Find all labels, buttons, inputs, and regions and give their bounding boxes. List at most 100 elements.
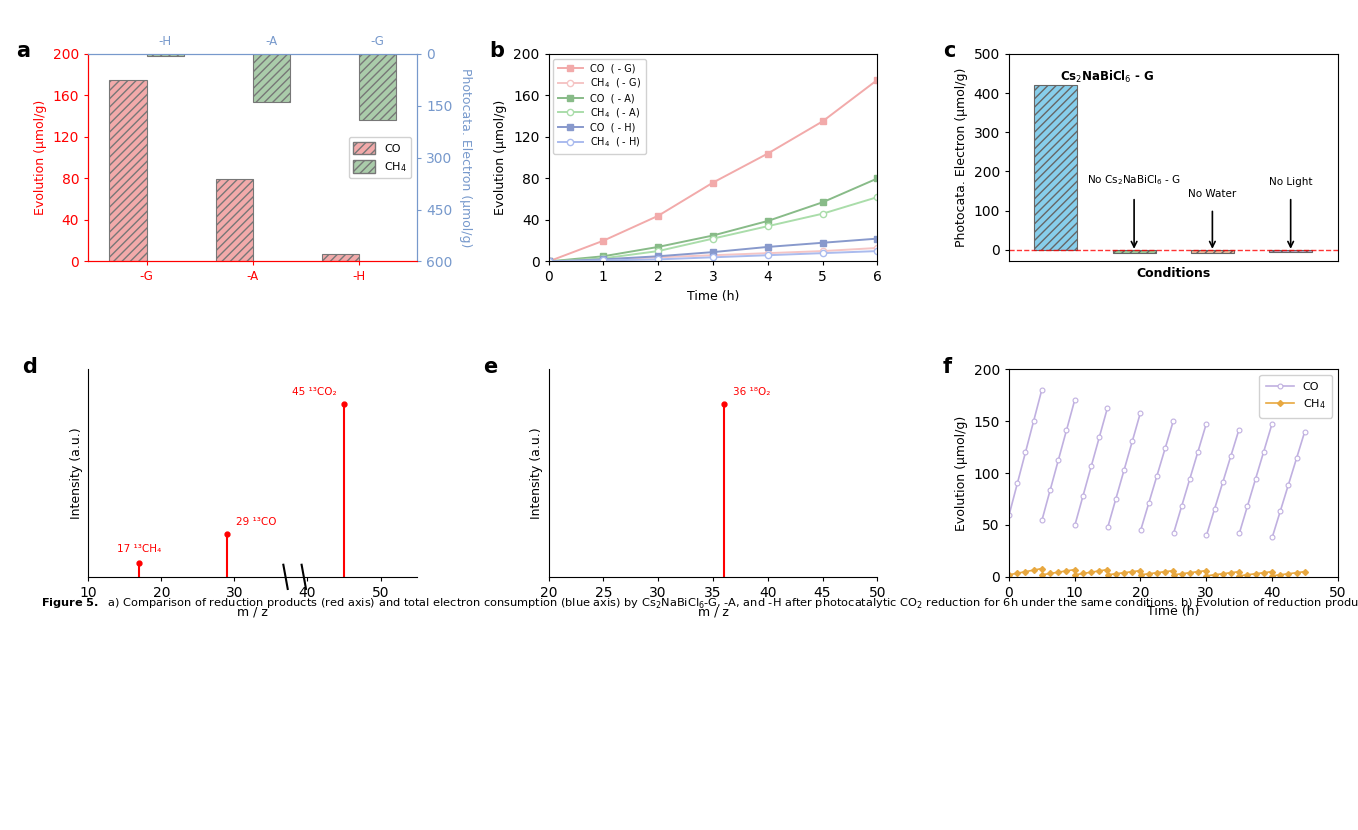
X-axis label: m / z: m / z [698,605,728,618]
Text: 17 ¹³CH₄: 17 ¹³CH₄ [117,544,162,554]
CH$_4$ [1009,569,1025,579]
Line: CO  ( - H): CO ( - H) [546,236,880,265]
Bar [216,179,253,261]
Y-axis label: Intensity (a.u.): Intensity (a.u.) [69,427,83,519]
CO  ( - A) [650,242,667,252]
Text: -A: -A [265,35,277,47]
CO  ( - G) [650,211,667,221]
CO  ( - H) [540,256,557,266]
Y-axis label: Photocata. Electron (μmol/g): Photocata. Electron (μmol/g) [459,68,471,247]
CH$_4$  ( - A) [705,234,721,244]
CO  ( - H) [595,254,611,264]
CO  ( - G) [595,236,611,246]
Bar [1035,85,1077,250]
CO  ( - H) [759,242,775,252]
X-axis label: Conditions: Conditions [1137,267,1210,280]
Text: $\bf{Figure\ 5.}$  a) Comparison of reduction products (red axis) and total elec: $\bf{Figure\ 5.}$ a) Comparison of reduc… [41,593,1358,612]
CO  ( - A) [595,251,611,261]
CO  ( - G) [869,75,885,85]
Text: 45 ¹³CO₂: 45 ¹³CO₂ [292,387,337,397]
Line: CO  ( - G): CO ( - G) [546,76,880,265]
Text: No Light: No Light [1268,177,1312,187]
CH$_4$  ( - G) [759,248,775,258]
Legend: CO, CH$_4$: CO, CH$_4$ [1259,375,1332,417]
CH$_4$  ( - G) [650,252,667,262]
Y-axis label: Evolution (μmol/g): Evolution (μmol/g) [955,416,968,530]
CO  ( - H) [869,234,885,244]
CO [1001,510,1017,520]
Legend: CO  ( - G), CH$_4$  ( - G), CO  ( - A), CH$_4$  ( - A), CO  ( - H), CH$_4$  ( - : CO ( - G), CH$_4$ ( - G), CO ( - A), CH$… [554,59,646,154]
CO  ( - H) [650,251,667,261]
CO [1025,417,1042,427]
Text: a: a [16,42,30,61]
Bar [1112,250,1156,253]
X-axis label: Time (h): Time (h) [687,290,739,303]
CH$_4$  ( - H) [650,254,667,264]
CH$_4$  ( - G) [595,254,611,264]
Bar [253,54,289,102]
CO [1033,385,1050,395]
Text: d: d [23,357,38,377]
CH$_4$  ( - A) [815,208,831,218]
Text: No Cs$_2$NaBiCl$_6$ - G: No Cs$_2$NaBiCl$_6$ - G [1088,173,1181,187]
CO  ( - G) [759,149,775,159]
CH$_4$ [1033,564,1050,574]
Line: CO  ( - A): CO ( - A) [546,175,880,265]
CH$_4$  ( - G) [869,243,885,253]
Bar [1191,250,1234,253]
CH$_4$ [1025,565,1042,575]
CO [1017,447,1033,457]
CH$_4$  ( - H) [759,251,775,261]
CH$_4$  ( - H) [595,256,611,266]
CO  ( - G) [540,256,557,266]
Line: CH$_4$  ( - A): CH$_4$ ( - A) [546,194,880,265]
Bar [359,54,395,120]
CO  ( - A) [705,231,721,241]
CH$_4$ [1001,570,1017,580]
CH$_4$  ( - G) [540,256,557,266]
Text: c: c [942,42,956,61]
Bar [110,80,147,261]
CH$_4$  ( - G) [815,246,831,256]
CO  ( - G) [815,116,831,126]
X-axis label: m / z: m / z [238,605,268,618]
CH$_4$ [1017,567,1033,577]
CO [1009,478,1025,488]
CH$_4$  ( - H) [869,246,885,256]
CH$_4$  ( - H) [705,252,721,262]
Line: CH$_4$: CH$_4$ [1008,566,1044,577]
CH$_4$  ( - G) [705,251,721,261]
CH$_4$  ( - A) [595,253,611,263]
Bar [322,254,359,261]
CH$_4$  ( - A) [759,221,775,231]
Text: -G: -G [371,35,384,47]
Text: Cs$_2$NaBiCl$_6$ - G: Cs$_2$NaBiCl$_6$ - G [1059,70,1154,85]
CH$_4$  ( - A) [869,192,885,202]
CO  ( - A) [869,173,885,183]
Text: b: b [489,42,504,61]
Text: 36 ¹⁸O₂: 36 ¹⁸O₂ [733,387,770,397]
CO  ( - A) [540,256,557,266]
CH$_4$  ( - A) [540,256,557,266]
Y-axis label: Intensity (a.u.): Intensity (a.u.) [530,427,543,519]
Y-axis label: Photocata. Electron (μmol/g): Photocata. Electron (μmol/g) [955,68,968,247]
Text: 29 ¹³CO: 29 ¹³CO [236,517,277,527]
Bar [147,54,183,56]
CO  ( - A) [759,216,775,226]
Text: No Water: No Water [1188,188,1237,199]
CO  ( - G) [705,178,721,188]
CO  ( - A) [815,198,831,208]
Text: -H: -H [159,35,171,47]
Bar [1270,250,1312,251]
CO  ( - H) [815,237,831,247]
Text: e: e [483,357,497,377]
Y-axis label: Evolution (μmol/g): Evolution (μmol/g) [494,100,508,215]
CH$_4$  ( - A) [650,246,667,256]
Text: f: f [942,357,952,377]
CH$_4$  ( - H) [815,248,831,258]
CO  ( - H) [705,247,721,257]
CH$_4$  ( - H) [540,256,557,266]
Line: CH$_4$  ( - G): CH$_4$ ( - G) [546,245,880,265]
Y-axis label: Evolution (μmol/g): Evolution (μmol/g) [34,100,48,215]
Line: CH$_4$  ( - H): CH$_4$ ( - H) [546,248,880,265]
